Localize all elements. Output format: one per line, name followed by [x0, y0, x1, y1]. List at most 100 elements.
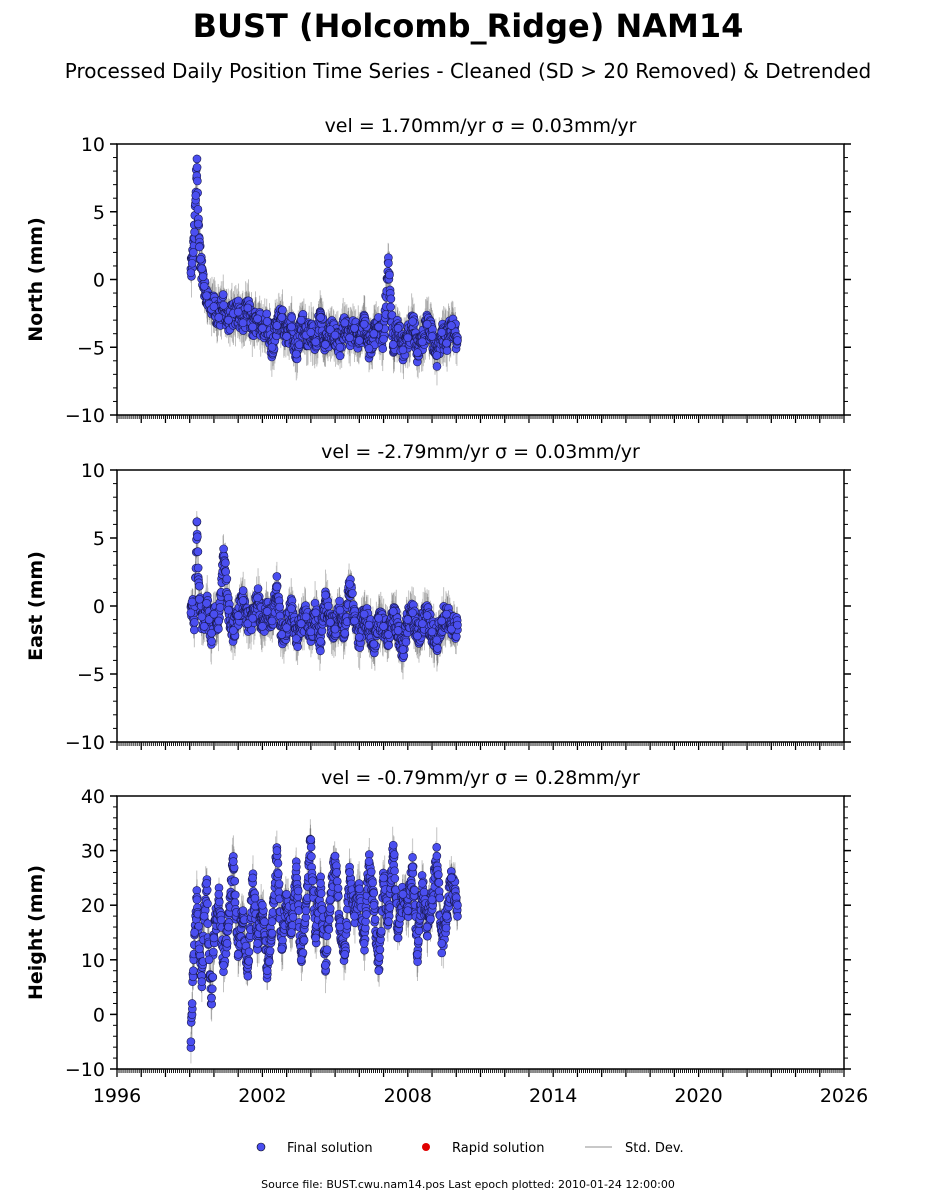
final-point: [418, 619, 427, 628]
final-point: [393, 323, 403, 333]
final-point: [262, 607, 272, 616]
final-point: [193, 205, 203, 214]
y-tick-label: 0: [93, 596, 105, 618]
final-point: [422, 611, 432, 620]
final-point: [277, 630, 287, 639]
final-point: [248, 322, 258, 332]
final-point: [243, 619, 253, 628]
panel-2-ylabel: East (mm): [25, 551, 47, 661]
final-point: [292, 634, 301, 643]
final-point: [432, 635, 442, 645]
final-point: [258, 323, 267, 333]
final-point: [330, 624, 340, 634]
final-point: [384, 258, 393, 268]
panel-1-data: [186, 154, 462, 386]
final-point: [258, 622, 267, 631]
final-point: [359, 319, 369, 329]
final-point: [306, 627, 316, 637]
final-point: [186, 608, 196, 618]
final-point: [335, 596, 344, 606]
final-point: [355, 632, 364, 642]
final-point: [447, 624, 456, 634]
final-point: [238, 586, 248, 595]
final-point: [437, 328, 447, 337]
final-point: [282, 623, 291, 633]
final-point: [187, 597, 197, 607]
final-point: [287, 322, 296, 332]
final-point: [433, 644, 442, 653]
final-point: [191, 191, 201, 200]
final-point: [401, 637, 411, 647]
panel-1-frame: [116, 143, 845, 416]
panel-3-data: [186, 819, 462, 1064]
final-point: [359, 609, 369, 619]
final-point: [199, 281, 209, 291]
final-point: [393, 626, 403, 635]
final-point: [193, 219, 203, 229]
final-point: [238, 596, 248, 605]
final-point: [202, 291, 211, 301]
final-point: [195, 581, 204, 591]
final-point: [293, 642, 302, 652]
final-point: [340, 628, 350, 638]
final-point: [192, 154, 202, 164]
panel-3: vel = -0.79mm/yr σ = 0.28mm/yr Height (mm…: [25, 767, 868, 1107]
final-point: [196, 254, 205, 264]
final-point: [384, 640, 393, 650]
final-point: [296, 619, 306, 628]
final-point: [292, 349, 301, 359]
final-point: [374, 322, 384, 332]
final-point: [386, 294, 396, 304]
final-point: [248, 613, 258, 623]
final-point: [267, 616, 277, 626]
final-point: [386, 302, 395, 312]
final-point: [325, 618, 335, 627]
y-tick-label: 10: [81, 134, 105, 156]
final-point: [233, 611, 243, 620]
final-point: [321, 340, 330, 349]
final-point: [221, 567, 231, 577]
final-point: [204, 615, 214, 624]
final-point: [193, 532, 202, 542]
final-point: [345, 579, 354, 589]
final-point: [209, 302, 219, 311]
y-tick-label: −5: [77, 664, 105, 686]
final-point: [214, 624, 223, 634]
final-point: [193, 563, 203, 573]
final-point: [453, 336, 462, 345]
final-point: [190, 618, 199, 627]
final-point: [432, 351, 442, 360]
final-point: [348, 589, 357, 598]
chart-title: BUST (Holcomb_Ridge) NAM14: [193, 7, 744, 45]
final-point: [189, 625, 199, 635]
final-point: [340, 318, 350, 328]
panel-3-ylabel: Height (mm): [25, 865, 47, 1000]
final-point: [267, 342, 277, 352]
final-point: [398, 645, 408, 654]
final-point: [345, 333, 354, 343]
final-point: [403, 333, 413, 343]
y-tick-label: 10: [81, 460, 105, 482]
panels: vel = 1.70mm/yr σ = 0.03mm/yr North (mm) −…: [25, 115, 868, 1107]
final-point: [422, 319, 432, 329]
panel-1-title: vel = 1.70mm/yr σ = 0.03mm/yr: [325, 115, 637, 137]
panel-2-title: vel = -2.79mm/yr σ = 0.03mm/yr: [321, 441, 640, 463]
final-point: [311, 608, 321, 618]
final-point: [442, 609, 451, 619]
final-point: [296, 315, 306, 325]
final-point: [350, 323, 359, 333]
final-point: [287, 604, 296, 614]
final-point: [209, 609, 219, 619]
final-point: [219, 544, 228, 554]
final-point: [379, 334, 388, 344]
final-point: [193, 547, 203, 556]
final-point: [262, 317, 272, 326]
final-point: [369, 329, 379, 339]
final-point: [272, 582, 282, 592]
final-point: [384, 630, 393, 639]
final-point: [330, 330, 340, 340]
final-point: [432, 362, 442, 371]
final-point: [190, 227, 199, 237]
final-point: [192, 163, 202, 172]
